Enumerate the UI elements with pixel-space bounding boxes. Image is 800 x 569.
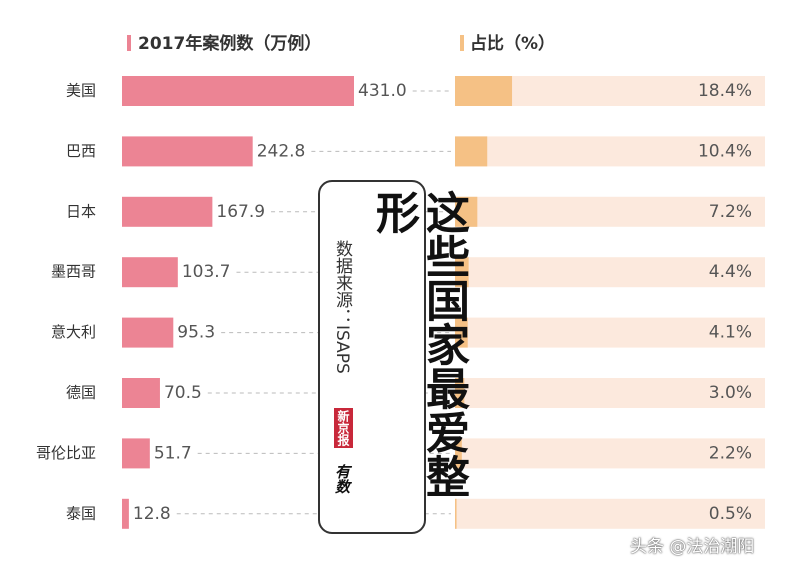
logo: 有数: [333, 464, 351, 494]
value-label: 0.5%: [709, 504, 752, 524]
left-header: 2017年案例数（万例）: [138, 33, 321, 54]
bar: [455, 257, 469, 288]
category-label: 意大利: [51, 323, 96, 341]
bar: [455, 196, 478, 227]
header-marker: [127, 35, 131, 51]
value-label: 4.1%: [709, 323, 752, 343]
value-label: 3.0%: [709, 383, 752, 403]
category-label: 巴西: [66, 142, 96, 160]
value-label: 18.4%: [698, 81, 752, 101]
bar: [122, 317, 174, 348]
category-label: 哥伦比亚: [36, 444, 96, 462]
category-label: 日本: [66, 202, 96, 220]
box-title: 这些国家最爱整形: [368, 190, 469, 498]
category-label: 美国: [66, 82, 96, 100]
logo: 新京报: [334, 408, 353, 448]
bar: [122, 257, 178, 288]
value-label: 103.7: [182, 262, 231, 282]
track: [455, 378, 765, 408]
bar: [455, 136, 488, 167]
header-marker: [460, 35, 464, 51]
bar: [122, 76, 354, 106]
source: 数据来源：ISAPS: [332, 240, 352, 374]
title-box: 这些国家最爱整形 数据来源：ISAPS 新京报 有数: [318, 180, 469, 534]
bar: [455, 378, 465, 408]
bar: [455, 498, 457, 529]
bar: [455, 438, 462, 469]
value-label: 431.0: [358, 81, 407, 101]
track: [455, 438, 765, 469]
track: [455, 196, 765, 227]
value-label: 7.2%: [709, 202, 752, 222]
value-label: 95.3: [177, 323, 215, 343]
bar: [122, 378, 160, 408]
category-label: 墨西哥: [51, 263, 96, 281]
right-header: 占比（%）: [470, 33, 555, 54]
value-label: 12.8: [133, 504, 171, 524]
value-label: 70.5: [164, 383, 202, 403]
bar: [455, 317, 468, 348]
track: [455, 498, 765, 529]
bar: [122, 196, 213, 227]
track: [455, 317, 765, 348]
category-label: 德国: [66, 384, 96, 402]
bar: [122, 498, 129, 529]
track: [455, 136, 765, 167]
value-label: 4.4%: [709, 262, 752, 282]
bar: [455, 76, 513, 106]
watermark: 头条 @法治潮阳: [630, 537, 755, 557]
value-label: 51.7: [154, 443, 192, 463]
track: [455, 257, 765, 288]
value-label: 10.4%: [698, 141, 752, 161]
value-label: 167.9: [216, 202, 265, 222]
value-label: 2.2%: [709, 443, 752, 463]
bar: [122, 136, 253, 167]
category-label: 泰国: [66, 504, 96, 522]
bar: [122, 438, 150, 469]
value-label: 242.8: [257, 141, 306, 161]
